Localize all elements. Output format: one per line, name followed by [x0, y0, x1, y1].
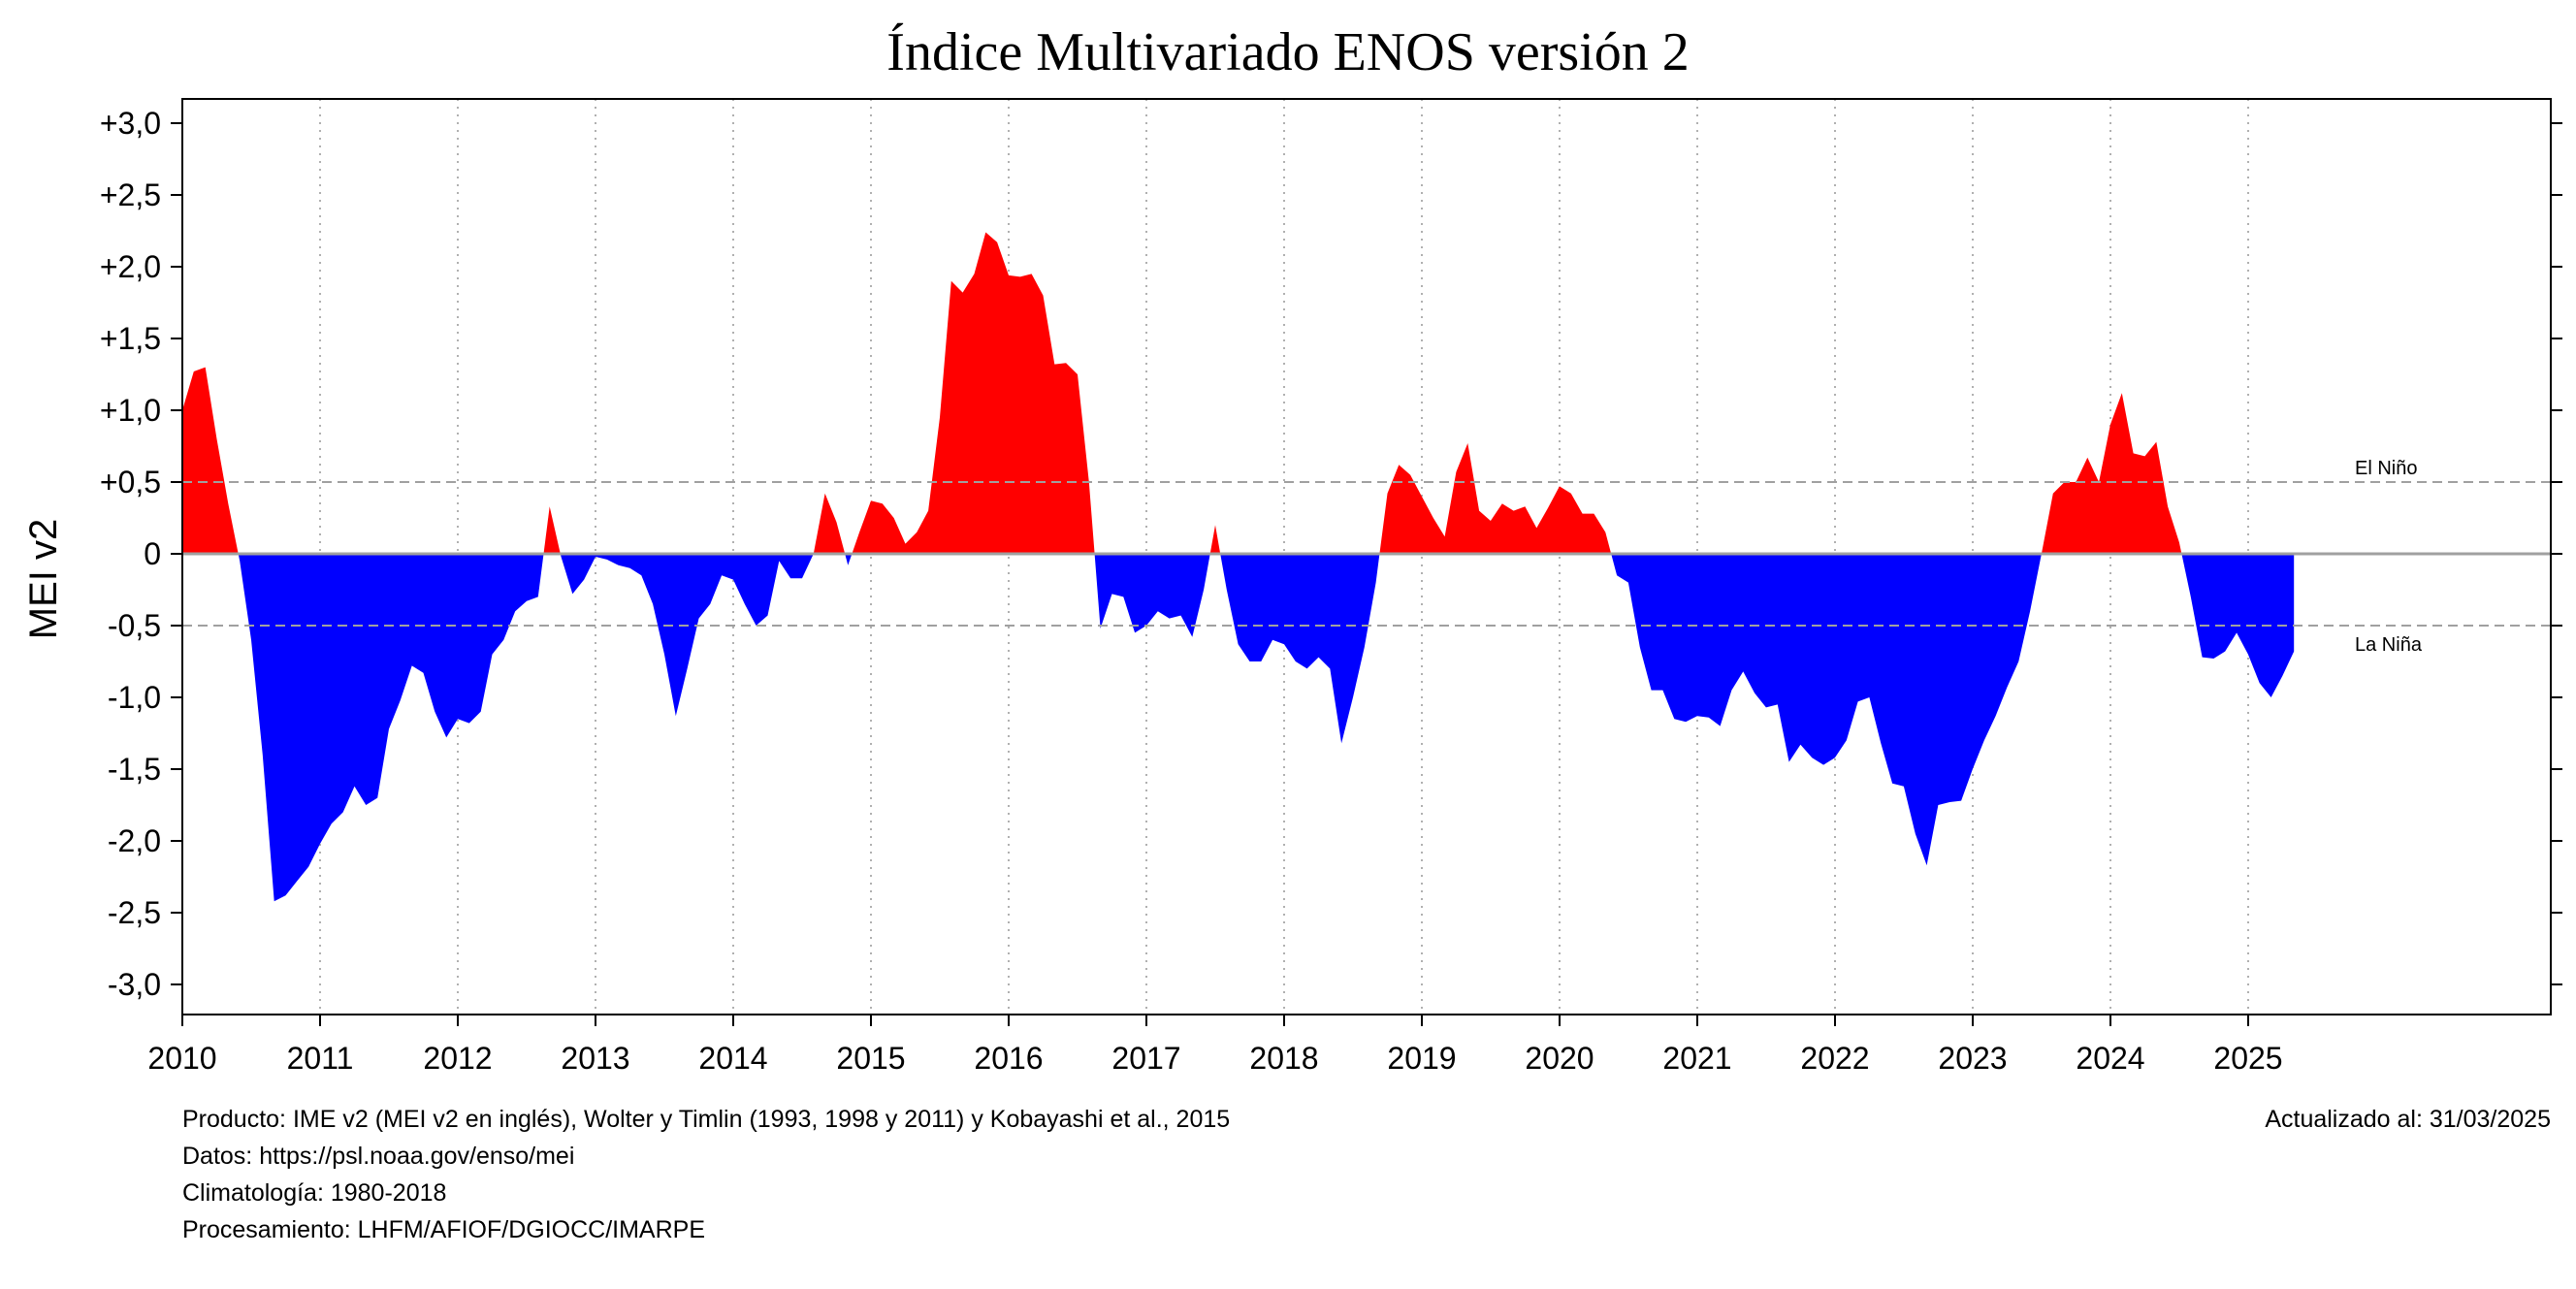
chart-title: Índice Multivariado ENOS versión 2 [886, 22, 1689, 82]
positive-area-0 [182, 367, 239, 554]
x-tick-label-2025: 2025 [2213, 1041, 2282, 1076]
negative-area-11 [1611, 554, 2042, 866]
y-tick-label-12: -3,0 [108, 967, 161, 1002]
y-tick-label-11: -2,5 [108, 895, 161, 930]
y-axis-label: MEI v2 [22, 519, 65, 639]
footer-processing: Procesamiento: LHFM/AFIOF/DGIOCC/IMARPE [182, 1216, 705, 1243]
axes: +3,0 +2,5 +2,0 +1,5 +1,0 +0,5 0 -0,5 -1,0 -1,5 -2,… [100, 106, 2562, 1076]
positive-area-6 [852, 232, 1095, 554]
y-tick-label-6: 0 [144, 536, 161, 571]
footer-climatology: Climatología: 1980-2018 [182, 1179, 446, 1207]
y-tick-label-1: +2,5 [100, 177, 161, 212]
negative-area-7 [1094, 554, 1210, 637]
negative-area-9 [1220, 554, 1380, 744]
data-area [182, 232, 2295, 902]
x-tick-label-2016: 2016 [974, 1041, 1043, 1076]
positive-area-2 [543, 506, 561, 554]
plot-frame [181, 98, 2552, 1015]
x-tick-label-2015: 2015 [836, 1041, 905, 1076]
x-tick-label-2020: 2020 [1525, 1041, 1594, 1076]
x-tick-label-2011: 2011 [287, 1041, 354, 1076]
x-tick-label-2019: 2019 [1387, 1041, 1456, 1076]
y-tick-label-8: -1,0 [108, 680, 161, 715]
positive-area-4 [813, 493, 846, 554]
positive-area-10 [1379, 443, 1612, 554]
x-tick-label-2013: 2013 [561, 1041, 629, 1076]
reference-lines: El Niño La Niña [182, 458, 2551, 656]
footer-product: Producto: IME v2 (MEI v2 en inglés), Wol… [182, 1106, 1230, 1133]
y-tick-label-7: -0,5 [108, 608, 161, 643]
positive-area-8 [1209, 525, 1221, 554]
y-tick-label-3: +1,5 [100, 321, 161, 356]
x-tick-label-2023: 2023 [1938, 1041, 2007, 1076]
reference-label-1: La Niña [2355, 634, 2423, 656]
x-tick-label-2021: 2021 [1662, 1041, 1731, 1076]
x-tick-label-2022: 2022 [1800, 1041, 1869, 1076]
y-tick-label-0: +3,0 [100, 106, 161, 141]
y-tick-label-10: -2,0 [108, 823, 161, 858]
y-tick-label-5: +0,5 [100, 465, 161, 499]
negative-area-3 [560, 554, 814, 717]
positive-area-12 [2041, 393, 2182, 554]
footer-data-source: Datos: https://psl.noaa.gov/enso/mei [182, 1143, 574, 1170]
x-tick-label-2024: 2024 [2076, 1041, 2144, 1076]
x-tick-label-2014: 2014 [698, 1041, 767, 1076]
y-tick-label-9: -1,5 [108, 752, 161, 787]
x-tick-label-2010: 2010 [147, 1041, 216, 1076]
reference-label-0: El Niño [2355, 458, 2417, 479]
x-tick-label-2012: 2012 [423, 1041, 492, 1076]
y-tick-label-4: +1,0 [100, 393, 161, 428]
negative-area-5 [845, 554, 853, 565]
footer-updated: Actualizado al: 31/03/2025 [2265, 1106, 2551, 1133]
x-tick-label-2017: 2017 [1111, 1041, 1180, 1076]
negative-area-1 [238, 554, 544, 902]
x-tick-label-2018: 2018 [1249, 1041, 1318, 1076]
y-tick-label-2: +2,0 [100, 249, 161, 284]
